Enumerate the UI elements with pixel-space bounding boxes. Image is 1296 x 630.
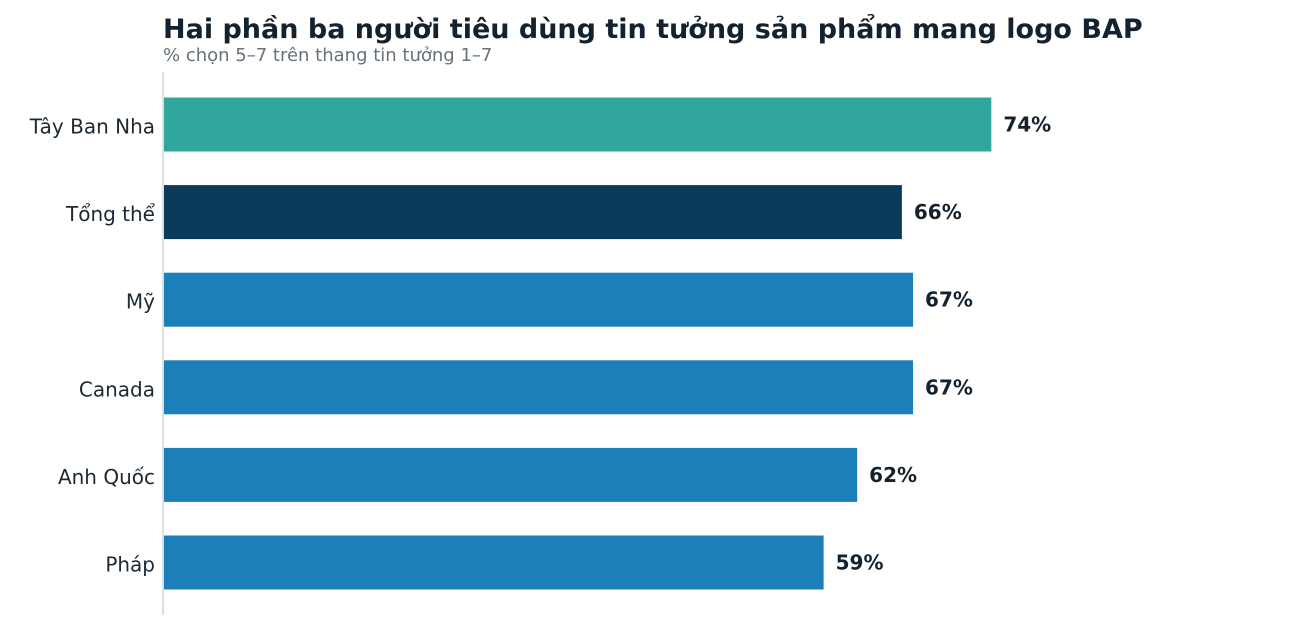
value-label: 66% bbox=[914, 200, 962, 224]
value-label: 67% bbox=[925, 288, 973, 312]
chart-title: Hai phần ba người tiêu dùng tin tưởng sả… bbox=[163, 14, 1143, 45]
value-label: 62% bbox=[869, 463, 917, 487]
category-label: Mỹ bbox=[126, 290, 155, 314]
bar-2 bbox=[164, 272, 914, 327]
bar-1 bbox=[164, 185, 902, 240]
value-label: 74% bbox=[1003, 113, 1051, 137]
bar-4 bbox=[164, 447, 858, 502]
bar-0 bbox=[164, 97, 992, 152]
category-label: Tây Ban Nha bbox=[29, 115, 155, 139]
bar-3 bbox=[164, 360, 914, 415]
bar-5 bbox=[164, 535, 824, 590]
category-label: Canada bbox=[79, 377, 155, 401]
category-label: Pháp bbox=[105, 553, 155, 577]
category-label: Anh Quốc bbox=[58, 465, 155, 489]
bars-group: Tây Ban Nha 74% Tổng thể 66% Mỹ 67% Canada 67% A… bbox=[29, 97, 1051, 590]
value-label: 59% bbox=[836, 551, 884, 575]
value-label: 67% bbox=[925, 375, 973, 399]
chart-subtitle: % chọn 5–7 trên thang tin tưởng 1–7 bbox=[163, 45, 493, 66]
category-label: Tổng thể bbox=[65, 202, 156, 226]
